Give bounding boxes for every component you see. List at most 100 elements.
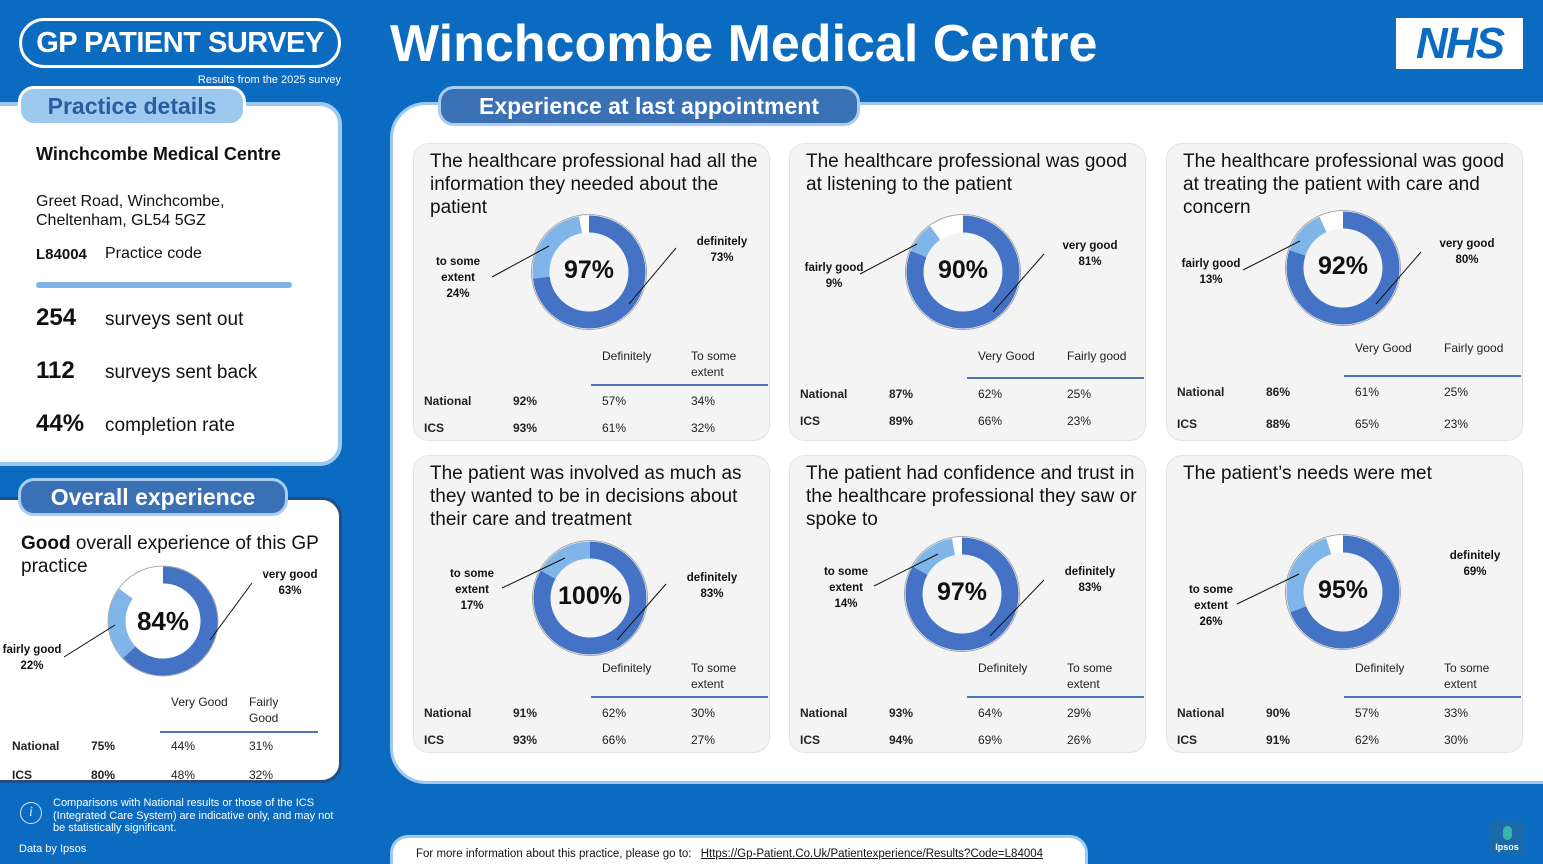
card-donut-outline	[904, 536, 1020, 652]
card-callout-line-primary	[992, 253, 1045, 313]
card-table-national-a: 62%	[978, 387, 1003, 401]
card-table-ics-total: 88%	[1266, 417, 1291, 431]
card-donut-primary	[906, 215, 1020, 329]
overall-callout-fairly-good: fairly good 22%	[0, 642, 64, 674]
card-callout-secondary-line: extent	[455, 584, 489, 596]
card-table-national-b: 25%	[1444, 385, 1469, 399]
experience-card-5: The patient had confidence and trust in …	[789, 455, 1146, 753]
card-table-header-secondary: To some extent	[691, 661, 737, 691]
card-donut-outline	[532, 540, 648, 656]
card-donut-percentage: 97%	[936, 578, 988, 606]
overall-row-national-fairly-good: 31%	[249, 739, 274, 753]
overall-donut-chart	[107, 565, 219, 677]
overall-table-header-rule	[160, 731, 318, 733]
overall-row-national-total: 75%	[91, 739, 116, 753]
card-table-header-primary: Definitely	[602, 661, 652, 675]
card-table-header-rule	[591, 384, 768, 386]
experience-panel: The healthcare professional had all the …	[390, 102, 1543, 784]
card-callout-secondary-line: to some	[449, 568, 495, 580]
card-callout-secondary-line: extent	[441, 272, 475, 284]
card-callout-primary-line: definitely	[686, 572, 738, 584]
card-question-title: The healthcare professional was good at …	[1183, 151, 1505, 218]
ipsos-logo-mark	[1503, 826, 1512, 840]
card-callout-secondary-line: 24%	[446, 288, 470, 300]
address-line-2: Cheltenham, GL54 5GZ	[36, 212, 206, 229]
card-table-header-rule	[1344, 375, 1521, 377]
overall-row-ics-total: 80%	[91, 768, 116, 782]
data-by-ipsos: Data by Ipsos	[19, 843, 87, 855]
card-donut-secondary	[1286, 535, 1400, 649]
card-table-national-total: 90%	[1266, 706, 1291, 720]
card-table-ics-total: 94%	[889, 733, 914, 747]
card-table-header-secondary: To some extent	[691, 349, 737, 379]
card-callout-secondary-line: to some	[1188, 584, 1234, 596]
card-callout-secondary-line: 9%	[825, 278, 843, 290]
experience-card-2: The healthcare professional was good at …	[789, 143, 1146, 441]
card-donut-chart	[1236, 534, 1401, 650]
card-callout-line-secondary	[501, 557, 566, 589]
card-callout-secondary: to some extent 17%	[434, 566, 510, 614]
card-table-ics-a: 65%	[1355, 417, 1380, 431]
card-callout-secondary-line: extent	[1194, 600, 1228, 612]
card-table-ics-a: 66%	[978, 414, 1003, 428]
card-table-header-rule	[591, 696, 768, 698]
overall-row-national-very-good: 44%	[171, 739, 196, 753]
page-title: Winchcombe Medical Centre	[390, 15, 1098, 73]
card-table-national-name: National	[1177, 385, 1225, 399]
experience-card-1: The healthcare professional had all the …	[413, 143, 770, 441]
divider-bar	[36, 282, 292, 288]
practice-results-link[interactable]: Https://Gp-Patient.Co.Uk/Patientexperien…	[700, 848, 1044, 860]
card-table-national-b: 25%	[1067, 387, 1092, 401]
card-callout-secondary: fairly good 9%	[796, 260, 872, 292]
practice-code-label: Practice code	[105, 245, 202, 262]
card-table-national-name: National	[1177, 706, 1225, 720]
card-table-ics-b: 27%	[691, 733, 716, 747]
overall-row-ics-fairly-good: 32%	[249, 768, 274, 782]
card-table-national-a: 57%	[1355, 706, 1380, 720]
card-table-ics-b: 30%	[1444, 733, 1469, 747]
card-callout-primary-line: definitely	[1449, 550, 1501, 562]
card-table-header-primary: Definitely	[978, 661, 1028, 675]
card-table-national-name: National	[424, 706, 472, 720]
card-callout-secondary-line: fairly good	[1181, 258, 1241, 270]
card-donut-chart	[873, 536, 1045, 652]
gp-patient-survey-logo: GP PATIENT SURVEY	[19, 18, 341, 68]
card-table-header-rule	[1344, 696, 1521, 698]
card-callout-secondary: fairly good 13%	[1173, 256, 1249, 288]
card-donut-outline	[531, 214, 647, 330]
overall-donut-percentage: 84%	[136, 606, 190, 636]
card-donut-secondary	[533, 541, 647, 655]
card-callout-primary-line: definitely	[1064, 566, 1116, 578]
card-callout-line-secondary	[491, 245, 550, 278]
card-callout-primary-line: 69%	[1463, 566, 1487, 578]
surveys-sent-out-value: 254	[36, 304, 77, 331]
card-callout-primary: very good 80%	[1429, 236, 1505, 268]
card-callout-secondary-line: extent	[829, 582, 863, 594]
card-table-header-secondary: To some extent	[1444, 661, 1490, 691]
card-table-national-a: 57%	[602, 394, 627, 408]
overall-callout-very-good-value: 63%	[278, 585, 302, 597]
surveys-sent-out-label: surveys sent out	[105, 309, 244, 330]
card-table-header-primary: Very Good	[978, 349, 1035, 363]
card-donut-percentage: 97%	[563, 256, 615, 284]
overall-table-header-very-good: Very Good	[171, 695, 228, 709]
card-table-ics-name: ICS	[424, 421, 445, 435]
experience-card-6: The patient’s needs were met 95% definitel…	[1166, 455, 1523, 753]
card-callout-line-secondary	[859, 243, 918, 275]
card-callout-primary: definitely 83%	[1052, 564, 1128, 596]
card-question-title: The healthcare professional had all the …	[430, 151, 758, 218]
card-table-header-secondary: Fairly good	[1067, 349, 1127, 363]
card-donut-chart	[1242, 210, 1422, 326]
card-table-ics-total: 89%	[889, 414, 914, 428]
card-callout-primary-line: 81%	[1078, 256, 1102, 268]
completion-rate-label: completion rate	[105, 415, 235, 436]
card-donut-percentage: 90%	[937, 256, 989, 284]
card-callout-primary: definitely 69%	[1437, 548, 1513, 580]
card-callout-line-primary	[1375, 251, 1422, 305]
card-callout-secondary-line: to some	[435, 256, 481, 268]
card-table-header-primary: Definitely	[602, 349, 652, 363]
ipsos-logo: Ipsos	[1490, 822, 1524, 854]
card-donut-percentage: 100%	[558, 582, 622, 610]
completion-rate-value: 44%	[36, 410, 85, 437]
card-table-national-total: 92%	[513, 394, 538, 408]
